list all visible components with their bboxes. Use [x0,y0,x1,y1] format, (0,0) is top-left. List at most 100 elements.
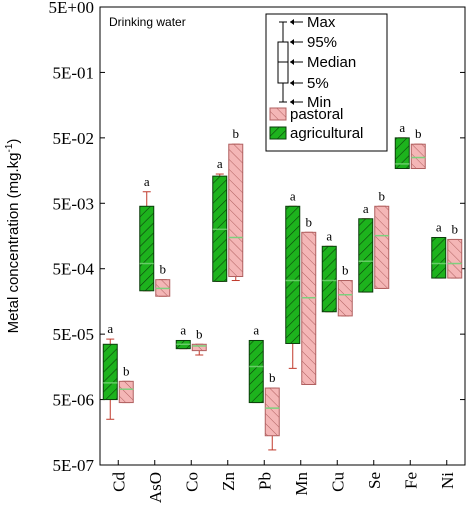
legend-key-arrowhead [290,80,294,86]
box-body [374,205,390,289]
box-pastoral-Cu [337,280,353,317]
annotation-label: Drinking water [109,15,186,29]
box-pastoral-AsO [155,279,171,297]
box-body [118,380,134,404]
box-body [248,339,264,404]
letter-agricultural-Cu: a [326,228,332,243]
box-agricultural-Fe [394,137,410,170]
box-agricultural-Ni [431,236,447,279]
y-tick-label: 5E-05 [52,325,94,344]
box-body [394,137,410,170]
box-agricultural-Mn [285,205,301,369]
y-tick-label: 5E-02 [52,129,94,148]
legend-key-glyph [277,21,289,103]
letter-pastoral-Se: b [379,188,386,203]
legend-key-label: Median [307,54,356,71]
letter-pastoral-Cu: b [342,263,349,278]
box-body [358,218,374,293]
box-body [228,143,244,278]
box-body [301,231,317,385]
box-marks [102,137,463,451]
box-body [447,238,463,279]
x-tick-label: Fe [401,472,420,489]
x-tick-label: Ni [438,472,457,489]
y-axis-label-sup: -1 [4,143,15,152]
y-axis-label-close: ) [5,139,22,144]
legend-key-arrowhead [290,99,294,105]
legend-series-label: pastoral [290,106,343,123]
box-agricultural-Co [175,339,191,350]
legend: Max 95% Median 5% Min pastoral agricultural [265,13,388,152]
letter-pastoral-Cd: b [123,363,130,378]
box-pastoral-Ni [447,238,463,279]
box-body [431,236,447,279]
y-axis: 5E+00 5E-01 5E-02 5E-03 5E-04 5E-05 5E-06 5E-07 [49,0,465,475]
box-pastoral-Se [374,205,390,289]
box-agricultural-Se [358,218,374,293]
x-tick-label: Pb [255,472,274,490]
box-body [337,280,353,317]
box-body [139,205,155,292]
box-body [410,143,426,170]
legend-key-label: 95% [307,34,337,51]
letter-pastoral-Zn: b [233,126,240,141]
legend-key-label: 5% [307,75,329,92]
letter-agricultural-Mn: a [290,188,296,203]
box-pastoral-Cd [118,380,134,404]
box-pastoral-Pb [264,387,280,451]
x-tick-label: Cd [109,472,128,492]
box-body [102,343,118,401]
box-agricultural-Pb [248,339,264,404]
x-tick-label: Zn [219,472,238,491]
box-agricultural-Zn [212,173,228,282]
letter-pastoral-Co: b [196,326,203,341]
box-pastoral-Co [191,343,207,356]
letter-agricultural-Fe: a [399,120,405,135]
box-pastoral-Fe [410,143,426,170]
box-body [264,387,280,437]
x-tick-label: Se [365,472,384,489]
letter-agricultural-Co: a [180,322,186,337]
x-tick-label: Mn [292,472,311,496]
plot-frame [99,6,466,466]
box-pastoral-Mn [301,231,317,385]
legend-key-arrowhead [290,39,294,45]
letter-agricultural-Cd: a [107,321,113,336]
letter-pastoral-Mn: b [306,214,313,229]
legend-key-arrowhead [290,59,294,65]
y-axis-label: Metal concentration (mg.kg-1) [4,139,22,334]
x-tick-label: Cu [328,472,347,492]
x-tick-label: Co [182,472,201,492]
legend-key-label: Max [307,14,336,31]
y-axis-label-main: Metal concentration (mg.kg [5,152,22,333]
letter-pastoral-Pb: b [269,370,276,385]
letter-agricultural-AsO: a [144,174,150,189]
letter-agricultural-Pb: a [253,322,259,337]
y-tick-label: 5E-03 [52,194,94,213]
letter-pastoral-AsO: b [160,262,167,277]
letter-agricultural-Se: a [363,201,369,216]
box-agricultural-Cu [321,245,337,313]
x-axis: Cd AsO Co Zn Pb Mn Cu Se Fe Ni [109,460,457,503]
box-agricultural-Cd [102,338,118,420]
y-tick-label: 5E-06 [52,391,94,410]
y-tick-label: 5E-07 [52,456,94,475]
y-tick-label: 5E-04 [52,260,94,279]
y-tick-label: 5E+00 [49,0,94,17]
legend-series-label: agricultural [290,125,363,142]
letter-pastoral-Ni: b [452,221,459,236]
letter-pastoral-Fe: b [415,126,422,141]
box-agricultural-AsO [139,191,155,292]
letter-agricultural-Zn: a [217,156,223,171]
box-pastoral-Zn [228,143,244,282]
legend-swatch-agricultural [269,126,287,140]
letter-agricultural-Ni: a [436,219,442,234]
legend-key-label: Min [307,94,331,111]
box-body [191,343,207,352]
legend-swatch-pastoral [269,107,287,121]
y-tick-label: 5E-01 [52,63,94,82]
x-tick-label: AsO [146,472,165,503]
